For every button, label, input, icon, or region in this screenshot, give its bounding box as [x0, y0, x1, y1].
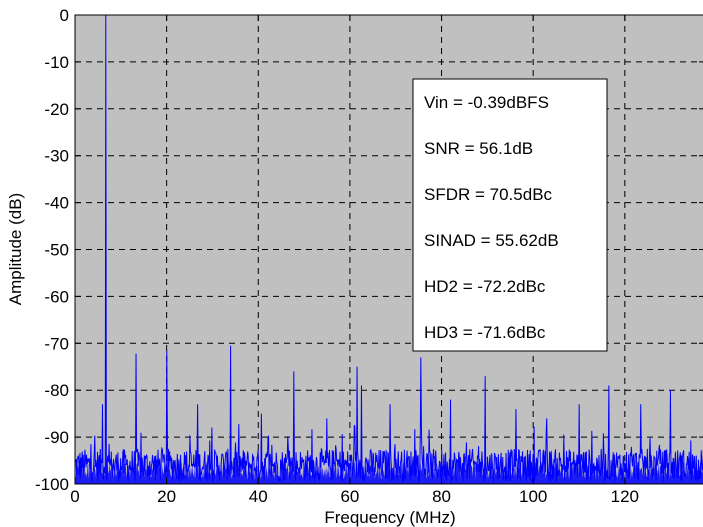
metric-sinad: SINAD = 55.62dB	[424, 231, 559, 250]
x-tick-label: 120	[611, 487, 639, 506]
y-tick-label: -80	[44, 381, 69, 400]
x-axis-label: Frequency (MHz)	[324, 508, 455, 527]
y-tick-label: -100	[35, 475, 69, 494]
metric-hd3: HD3 = -71.6dBc	[424, 323, 546, 342]
metric-vin: Vin = -0.39dBFS	[424, 93, 549, 112]
spectrum-trace	[74, 14, 703, 484]
y-tick-label: -90	[44, 428, 69, 447]
y-tick-label: -70	[44, 334, 69, 353]
y-tick-label: -40	[44, 194, 69, 213]
metric-sfdr: SFDR = 70.5dBc	[424, 185, 553, 204]
x-tick-label: 20	[157, 487, 176, 506]
x-tick-label: 40	[249, 487, 268, 506]
grid	[75, 15, 703, 484]
metric-hd2: HD2 = -72.2dBc	[424, 277, 546, 296]
plot-frame	[74, 14, 703, 485]
y-tick-label: -20	[44, 100, 69, 119]
y-tick-label: -30	[44, 147, 69, 166]
y-tick-label: -50	[44, 241, 69, 260]
x-tick-label: 80	[432, 487, 451, 506]
y-tick-label: -60	[44, 287, 69, 306]
metrics-box-frame	[412, 78, 608, 352]
y-tick-label: 0	[60, 6, 69, 25]
metric-snr: SNR = 56.1dB	[424, 139, 533, 158]
noise-floor-fill	[75, 460, 703, 484]
x-tick-label: 100	[519, 487, 547, 506]
metrics-box: Vin = -0.39dBFS SNR = 56.1dB SFDR = 70.5…	[412, 78, 608, 352]
x-tick-label: 60	[340, 487, 359, 506]
x-tick-label: 0	[70, 487, 79, 506]
axis-ticks: 0 20 40 60 80 100 120 0 -10 -20 -30 -40 -50 -60 -70 -80…	[35, 6, 703, 506]
y-axis-label: Amplitude (dB)	[6, 193, 25, 305]
y-tick-label: -10	[44, 53, 69, 72]
